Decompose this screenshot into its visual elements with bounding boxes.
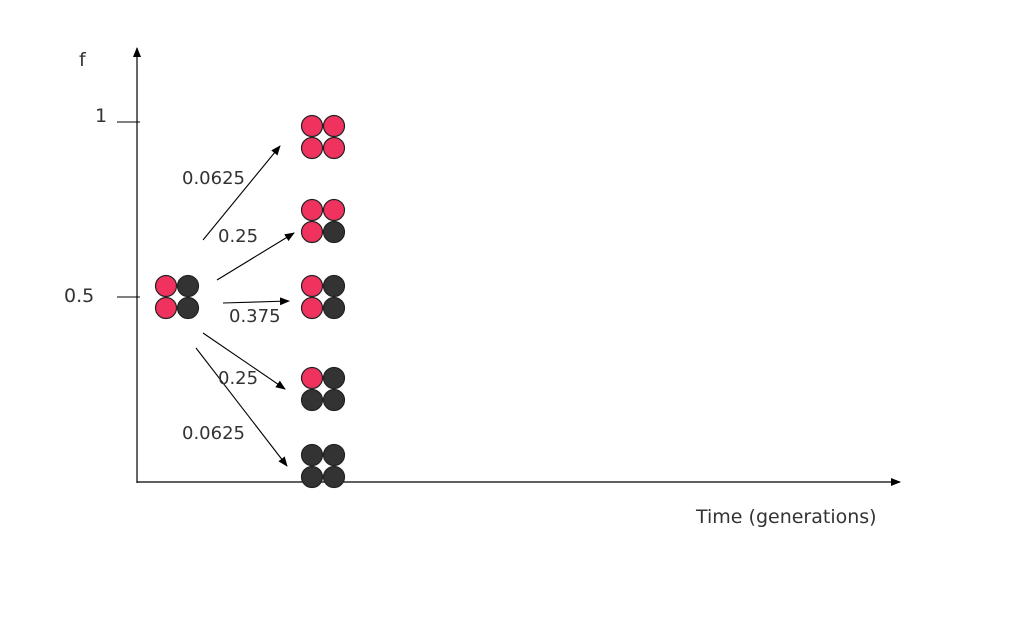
transition-arrow-3 xyxy=(202,332,286,390)
dark-allele-circle xyxy=(322,443,346,467)
red-allele-circle xyxy=(300,366,324,390)
dark-allele-circle xyxy=(322,274,346,298)
outcome-population-cluster-4 xyxy=(300,443,346,489)
outcome-population-cluster-0 xyxy=(300,114,346,160)
dark-allele-circle xyxy=(300,443,324,467)
dark-allele-circle xyxy=(300,465,324,489)
probability-label-3: 0.25 xyxy=(218,368,258,389)
dark-allele-circle xyxy=(322,220,346,244)
dark-allele-circle xyxy=(322,465,346,489)
red-allele-circle xyxy=(322,136,346,160)
probability-label-4: 0.0625 xyxy=(182,423,245,444)
dark-allele-circle xyxy=(322,366,346,390)
transition-arrow-0 xyxy=(202,145,281,241)
probability-label-2: 0.375 xyxy=(229,306,281,327)
red-allele-circle xyxy=(300,220,324,244)
red-allele-circle xyxy=(322,198,346,222)
dark-allele-circle xyxy=(322,388,346,412)
outcome-population-cluster-2 xyxy=(300,274,346,320)
transition-arrow-4 xyxy=(195,347,288,467)
dark-allele-circle xyxy=(322,296,346,320)
dark-allele-circle xyxy=(176,274,200,298)
y-tick-label-1: 1 xyxy=(95,105,107,127)
transition-arrow-1 xyxy=(216,232,295,281)
red-allele-circle xyxy=(154,274,178,298)
transition-arrow-2 xyxy=(222,297,290,306)
probability-label-0: 0.0625 xyxy=(182,168,245,189)
outcome-population-cluster-3 xyxy=(300,366,346,412)
y-tick-label-0.5: 0.5 xyxy=(64,285,94,307)
red-allele-circle xyxy=(154,296,178,320)
red-allele-circle xyxy=(300,296,324,320)
red-allele-circle xyxy=(300,198,324,222)
y-axis-label: f xyxy=(79,49,87,71)
x-axis-label: Time (generations) xyxy=(695,506,877,528)
dark-allele-circle xyxy=(176,296,200,320)
dark-allele-circle xyxy=(300,388,324,412)
probability-label-1: 0.25 xyxy=(218,226,258,247)
red-allele-circle xyxy=(322,114,346,138)
red-allele-circle xyxy=(300,114,324,138)
red-allele-circle xyxy=(300,274,324,298)
initial-population-cluster xyxy=(154,274,200,320)
red-allele-circle xyxy=(300,136,324,160)
outcome-population-cluster-1 xyxy=(300,198,346,244)
